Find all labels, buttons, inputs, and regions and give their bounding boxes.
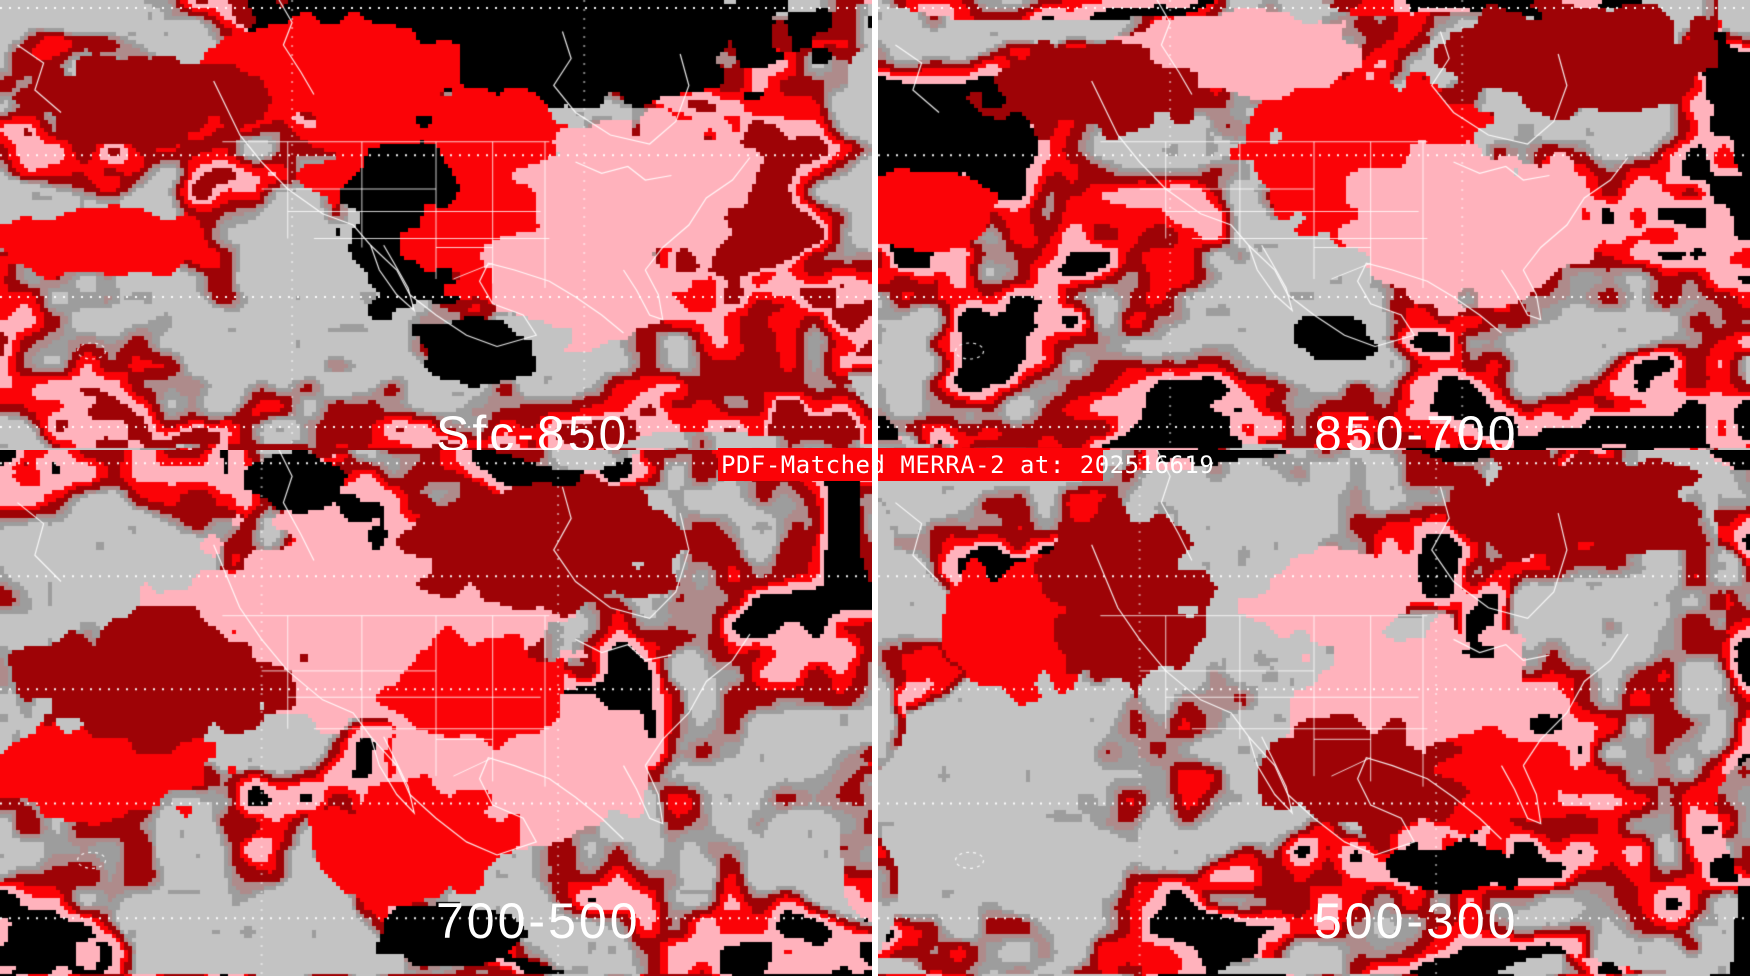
panel-divider-vertical: [872, 0, 878, 976]
map-canvas-500-300: [878, 450, 1750, 976]
map-canvas-700-500: [0, 450, 872, 976]
map-canvas-850-700: [878, 0, 1750, 450]
panel-label-700-500: 700-500: [436, 893, 641, 949]
map-canvas-sfc-850: [0, 0, 872, 450]
panel-sfc-850: Sfc-850: [0, 0, 872, 450]
panel-500-300: 500-300: [878, 450, 1750, 976]
panel-label-sfc-850: Sfc-850: [436, 406, 630, 450]
timestamp-banner: PDF-Matched MERRA-2 at: 202516619: [718, 448, 1214, 481]
panel-label-850-700: 850-700: [1314, 406, 1519, 450]
panel-700-500: 700-500: [0, 450, 872, 976]
timestamp-banner-text: PDF-Matched MERRA-2 at: 202516619: [721, 451, 1215, 479]
panel-850-700: 850-700: [878, 0, 1750, 450]
panel-label-500-300: 500-300: [1314, 893, 1519, 949]
